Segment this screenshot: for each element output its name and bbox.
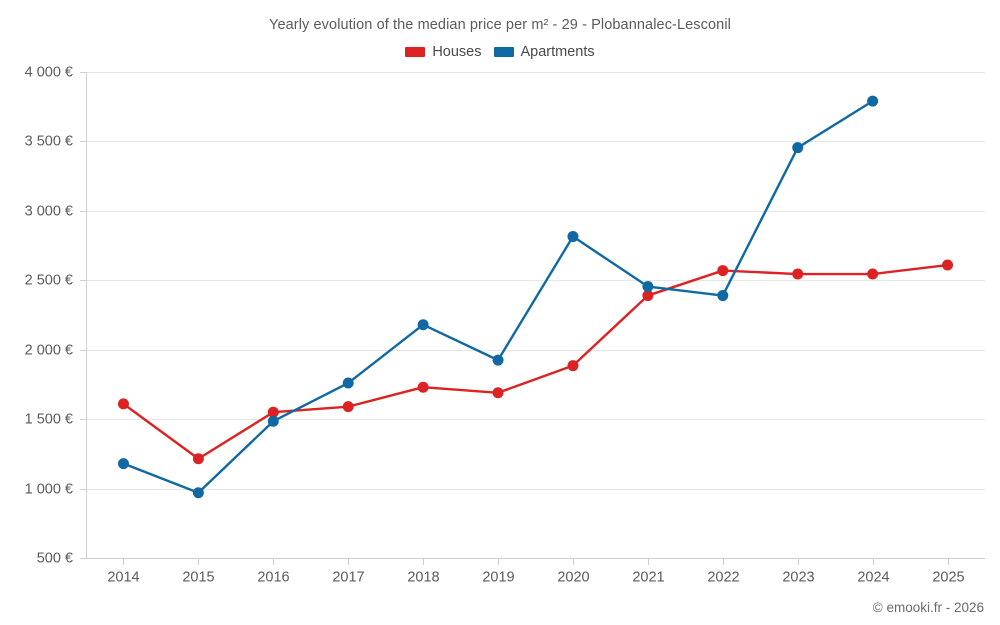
x-tick-label: 2017 xyxy=(332,570,364,586)
data-point-apartments[interactable] xyxy=(792,142,804,154)
x-tick-label: 2019 xyxy=(482,570,514,586)
y-axis: 500 € 1 000 € 1 500 € 2 000 € 2 500 € 3 000 €… xyxy=(25,64,86,566)
x-tick-label: 2025 xyxy=(932,570,964,586)
x-tick-label: 2020 xyxy=(557,570,589,586)
y-tick-label: 3 000 € xyxy=(25,203,73,219)
data-point-houses[interactable] xyxy=(492,387,504,399)
gridlines xyxy=(86,72,985,559)
data-point-apartments[interactable] xyxy=(867,95,879,107)
legend-swatch-apartments xyxy=(493,47,514,58)
data-point-houses[interactable] xyxy=(567,360,579,372)
legend-swatch-houses xyxy=(405,47,426,58)
series-line-houses xyxy=(122,263,949,460)
x-tick-label: 2016 xyxy=(257,570,289,586)
data-point-houses[interactable] xyxy=(642,290,654,302)
data-point-apartments[interactable] xyxy=(417,319,429,331)
chart-legend: Houses Apartments xyxy=(0,45,1000,60)
y-tick-label: 500 € xyxy=(37,550,73,566)
copyright-footer: © emooki.fr - 2026 xyxy=(872,600,984,615)
y-tick-label: 3 500 € xyxy=(25,133,73,149)
x-tick-label: 2021 xyxy=(632,570,664,586)
x-tick-label: 2023 xyxy=(782,570,814,586)
data-point-apartments[interactable] xyxy=(117,458,129,470)
data-point-houses[interactable] xyxy=(117,398,129,410)
legend-item-houses[interactable]: Houses xyxy=(405,44,482,60)
data-point-houses[interactable] xyxy=(867,268,879,280)
x-tick-label: 2014 xyxy=(107,570,139,586)
x-tick-label: 2022 xyxy=(707,570,739,586)
data-point-apartments[interactable] xyxy=(192,487,204,499)
data-point-apartments[interactable] xyxy=(492,354,504,366)
legend-item-apartments[interactable]: Apartments xyxy=(493,44,595,60)
legend-label-apartments: Apartments xyxy=(520,44,595,60)
x-tick-label: 2024 xyxy=(857,570,889,586)
data-point-apartments[interactable] xyxy=(642,281,654,293)
data-point-apartments[interactable] xyxy=(567,231,579,243)
data-point-apartments[interactable] xyxy=(342,377,354,389)
y-tick-label: 1 500 € xyxy=(25,411,73,427)
data-point-houses[interactable] xyxy=(792,268,804,280)
y-tick-label: 4 000 € xyxy=(25,64,73,80)
x-tick-label: 2018 xyxy=(407,570,439,586)
data-point-houses[interactable] xyxy=(417,381,429,393)
y-tick-label: 2 500 € xyxy=(25,272,73,288)
legend-label-houses: Houses xyxy=(432,44,482,60)
x-tick-label: 2015 xyxy=(182,570,214,586)
series-line-apartments xyxy=(122,99,874,494)
y-tick-label: 2 000 € xyxy=(25,342,73,358)
x-axis: 2014 2015 2016 2017 2018 2019 2020 2021 2022 2023… xyxy=(86,72,985,586)
data-point-houses[interactable] xyxy=(267,406,279,418)
chart-title: Yearly evolution of the median price per… xyxy=(269,17,731,33)
data-point-houses[interactable] xyxy=(942,259,954,271)
data-point-houses[interactable] xyxy=(192,453,204,465)
data-series xyxy=(117,95,954,499)
data-point-apartments[interactable] xyxy=(267,415,279,427)
data-point-houses[interactable] xyxy=(342,401,354,413)
data-point-apartments[interactable] xyxy=(717,290,729,302)
data-point-houses[interactable] xyxy=(717,265,729,277)
y-tick-label: 1 000 € xyxy=(25,481,73,497)
